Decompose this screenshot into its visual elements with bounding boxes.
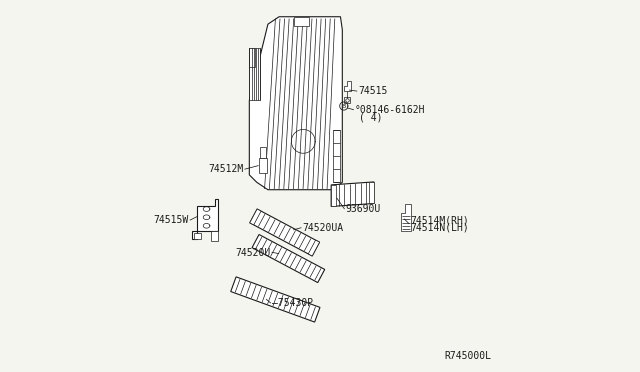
- Polygon shape: [248, 48, 255, 67]
- Polygon shape: [250, 48, 260, 100]
- Text: 74520U: 74520U: [236, 248, 271, 258]
- Polygon shape: [331, 182, 374, 206]
- Polygon shape: [250, 209, 261, 225]
- Text: 74515: 74515: [358, 86, 387, 96]
- Text: 74514M(RH): 74514M(RH): [410, 215, 468, 225]
- Polygon shape: [308, 240, 319, 256]
- Text: 74515W: 74515W: [154, 215, 189, 225]
- Polygon shape: [211, 231, 218, 241]
- Polygon shape: [191, 199, 218, 239]
- Text: 93690U: 93690U: [346, 204, 381, 214]
- Polygon shape: [250, 17, 342, 190]
- Polygon shape: [333, 130, 340, 182]
- Text: R745000L: R745000L: [444, 352, 491, 361]
- Polygon shape: [294, 17, 309, 26]
- Text: —75430P: —75430P: [271, 298, 313, 308]
- Text: 74512M: 74512M: [209, 164, 244, 174]
- Polygon shape: [401, 204, 411, 231]
- Polygon shape: [331, 185, 335, 206]
- Polygon shape: [259, 158, 267, 173]
- Polygon shape: [250, 209, 319, 256]
- Polygon shape: [260, 147, 266, 158]
- Text: ( 4): ( 4): [359, 112, 383, 122]
- Polygon shape: [193, 233, 201, 239]
- Polygon shape: [252, 234, 324, 283]
- Polygon shape: [344, 81, 351, 91]
- Polygon shape: [369, 182, 374, 203]
- Text: 74514N(LH): 74514N(LH): [410, 223, 468, 232]
- Text: B: B: [342, 103, 346, 109]
- Text: °08146-6162H: °08146-6162H: [355, 105, 426, 115]
- Polygon shape: [231, 277, 320, 322]
- Text: 74520UA: 74520UA: [302, 223, 343, 232]
